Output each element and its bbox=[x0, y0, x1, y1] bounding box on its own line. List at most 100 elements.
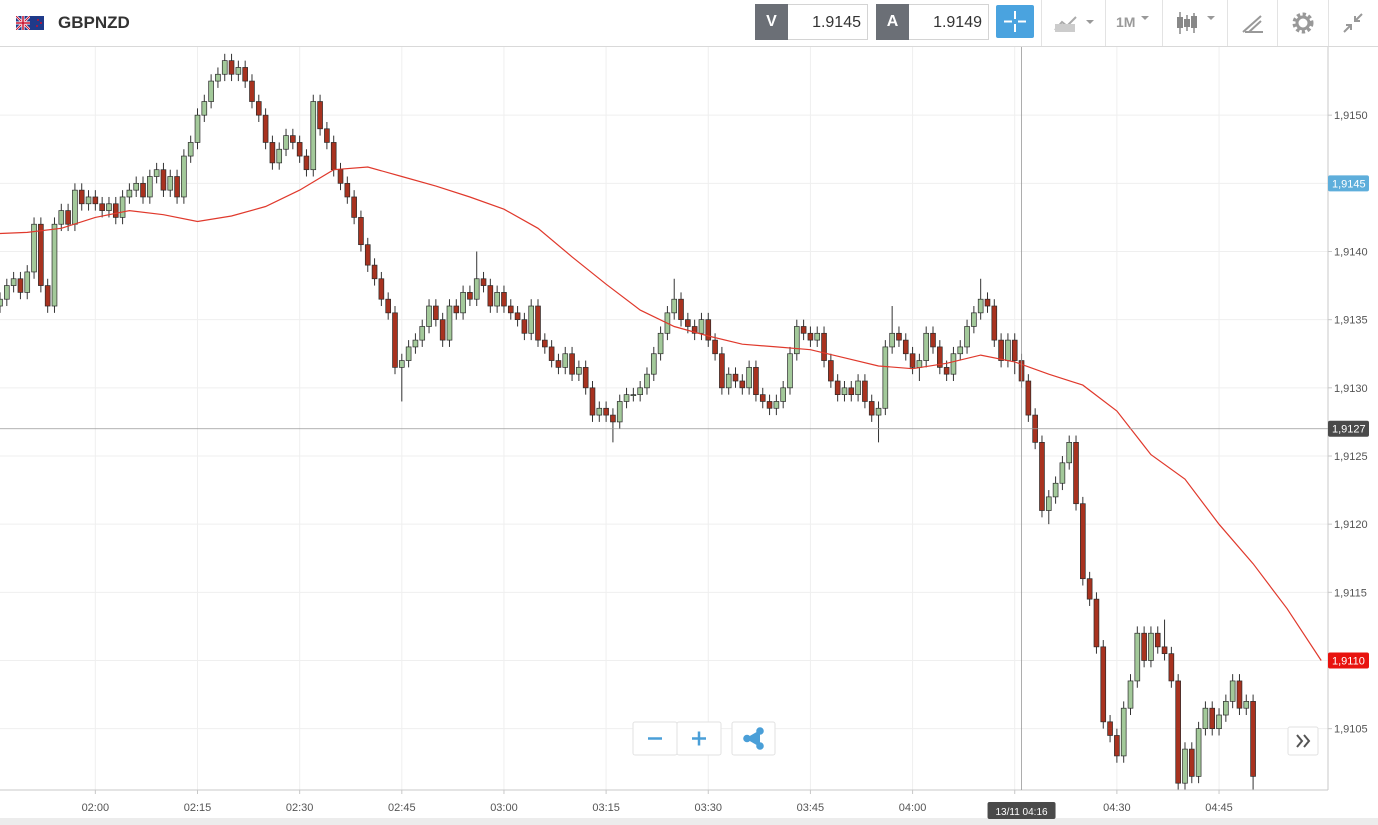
candle-body bbox=[317, 101, 323, 130]
candle-body bbox=[637, 387, 643, 395]
candle-body bbox=[99, 203, 105, 211]
candle-body bbox=[555, 360, 562, 368]
x-tick-label: 04:30 bbox=[1103, 802, 1131, 814]
candle-body bbox=[1188, 748, 1195, 777]
candle-body bbox=[1243, 701, 1250, 709]
candle-body bbox=[38, 223, 44, 286]
candle-body bbox=[24, 271, 31, 293]
crosshair-x-label: 13/11 04:16 bbox=[995, 807, 1048, 818]
timeframe-button[interactable]: 1M bbox=[1116, 14, 1136, 30]
candle-body bbox=[569, 353, 575, 375]
candle-body bbox=[269, 142, 276, 164]
candle-body bbox=[1209, 707, 1216, 730]
separator bbox=[1227, 0, 1228, 46]
candle-body bbox=[1107, 721, 1113, 736]
candle-body bbox=[344, 182, 351, 198]
collapse-button[interactable] bbox=[1340, 10, 1366, 36]
separator bbox=[1105, 0, 1106, 46]
candle-body bbox=[174, 176, 180, 198]
candle-body bbox=[739, 380, 746, 389]
crosshair-y-box bbox=[1328, 420, 1369, 437]
chart-type-button[interactable] bbox=[1052, 12, 1098, 34]
bottom-strip bbox=[0, 818, 1378, 825]
candle-body bbox=[303, 155, 310, 171]
separator bbox=[1277, 0, 1278, 46]
candle-body bbox=[160, 169, 167, 191]
candle-body bbox=[330, 142, 337, 171]
candle-body bbox=[337, 169, 344, 184]
candle-body bbox=[1045, 496, 1052, 511]
ask-price[interactable]: 1.9149 bbox=[909, 4, 989, 40]
candle-body bbox=[85, 196, 92, 205]
candle-body bbox=[371, 264, 378, 280]
candle-body bbox=[759, 394, 766, 402]
candle-body bbox=[480, 278, 487, 286]
candle-body bbox=[453, 305, 460, 314]
bid-price[interactable]: 1.9145 bbox=[788, 4, 868, 40]
candle-body bbox=[147, 176, 153, 198]
candle-body bbox=[460, 292, 466, 314]
candle-body bbox=[0, 298, 3, 307]
candle-body bbox=[72, 189, 78, 225]
candle-body bbox=[937, 346, 943, 368]
share-icon bbox=[743, 727, 764, 750]
candle-body bbox=[1005, 339, 1011, 361]
candle-body bbox=[753, 367, 759, 395]
candle-body bbox=[167, 176, 174, 191]
candle-body bbox=[501, 292, 507, 307]
candle-body bbox=[998, 339, 1004, 361]
candle-body bbox=[698, 319, 705, 334]
candle-body bbox=[112, 203, 119, 218]
ask-label[interactable]: A bbox=[876, 4, 909, 40]
candle-body bbox=[1161, 646, 1168, 655]
candle-body bbox=[494, 292, 500, 307]
candle-body bbox=[58, 210, 65, 225]
candle-body bbox=[657, 332, 664, 355]
toolbar: GBPNZD V 1.9145 A 1.9149 1M bbox=[0, 0, 1378, 47]
candle-body bbox=[1059, 462, 1066, 484]
candle-body bbox=[385, 298, 391, 314]
candle-body bbox=[392, 312, 398, 368]
candle-body bbox=[1168, 653, 1175, 682]
candle-body bbox=[562, 353, 569, 368]
candle-body bbox=[773, 401, 780, 409]
candle-body bbox=[1175, 680, 1181, 784]
candle-body bbox=[433, 305, 439, 321]
candle-body bbox=[793, 326, 800, 355]
candle-body bbox=[426, 305, 432, 327]
candle-body bbox=[971, 312, 977, 327]
x-tick-label: 02:00 bbox=[82, 802, 110, 814]
candle-body bbox=[719, 353, 725, 389]
candle-body bbox=[221, 60, 228, 75]
draw-tool-button[interactable] bbox=[1240, 11, 1266, 35]
candle-body bbox=[1011, 339, 1018, 361]
candle-type-button[interactable] bbox=[1175, 10, 1221, 36]
candle-body bbox=[821, 332, 827, 361]
price-label-box bbox=[1328, 652, 1369, 669]
candle-body bbox=[1100, 646, 1107, 723]
candle-body bbox=[1148, 632, 1154, 661]
candle-body bbox=[923, 332, 929, 361]
scroll-right-icon bbox=[1296, 734, 1311, 748]
candle-body bbox=[650, 353, 657, 375]
separator bbox=[1328, 0, 1329, 46]
candle-body bbox=[106, 203, 112, 211]
candle-body bbox=[412, 339, 419, 348]
crosshair-button[interactable] bbox=[996, 5, 1034, 38]
settings-button[interactable] bbox=[1290, 10, 1316, 36]
price-label: 1,9145 bbox=[1332, 178, 1366, 190]
candle-body bbox=[17, 278, 24, 293]
candle-body bbox=[10, 278, 17, 286]
x-tick-label: 03:30 bbox=[695, 802, 723, 814]
candle-body bbox=[1025, 380, 1032, 416]
y-tick-label: 1,9115 bbox=[1334, 587, 1367, 599]
candle-body bbox=[187, 142, 194, 157]
candle-body bbox=[678, 298, 684, 321]
candle-body bbox=[902, 339, 909, 355]
candle-body bbox=[909, 353, 916, 368]
bid-label[interactable]: V bbox=[755, 4, 788, 40]
candle-body bbox=[1086, 578, 1093, 600]
candle-body bbox=[153, 169, 160, 177]
y-tick-label: 1,9125 bbox=[1334, 451, 1368, 463]
